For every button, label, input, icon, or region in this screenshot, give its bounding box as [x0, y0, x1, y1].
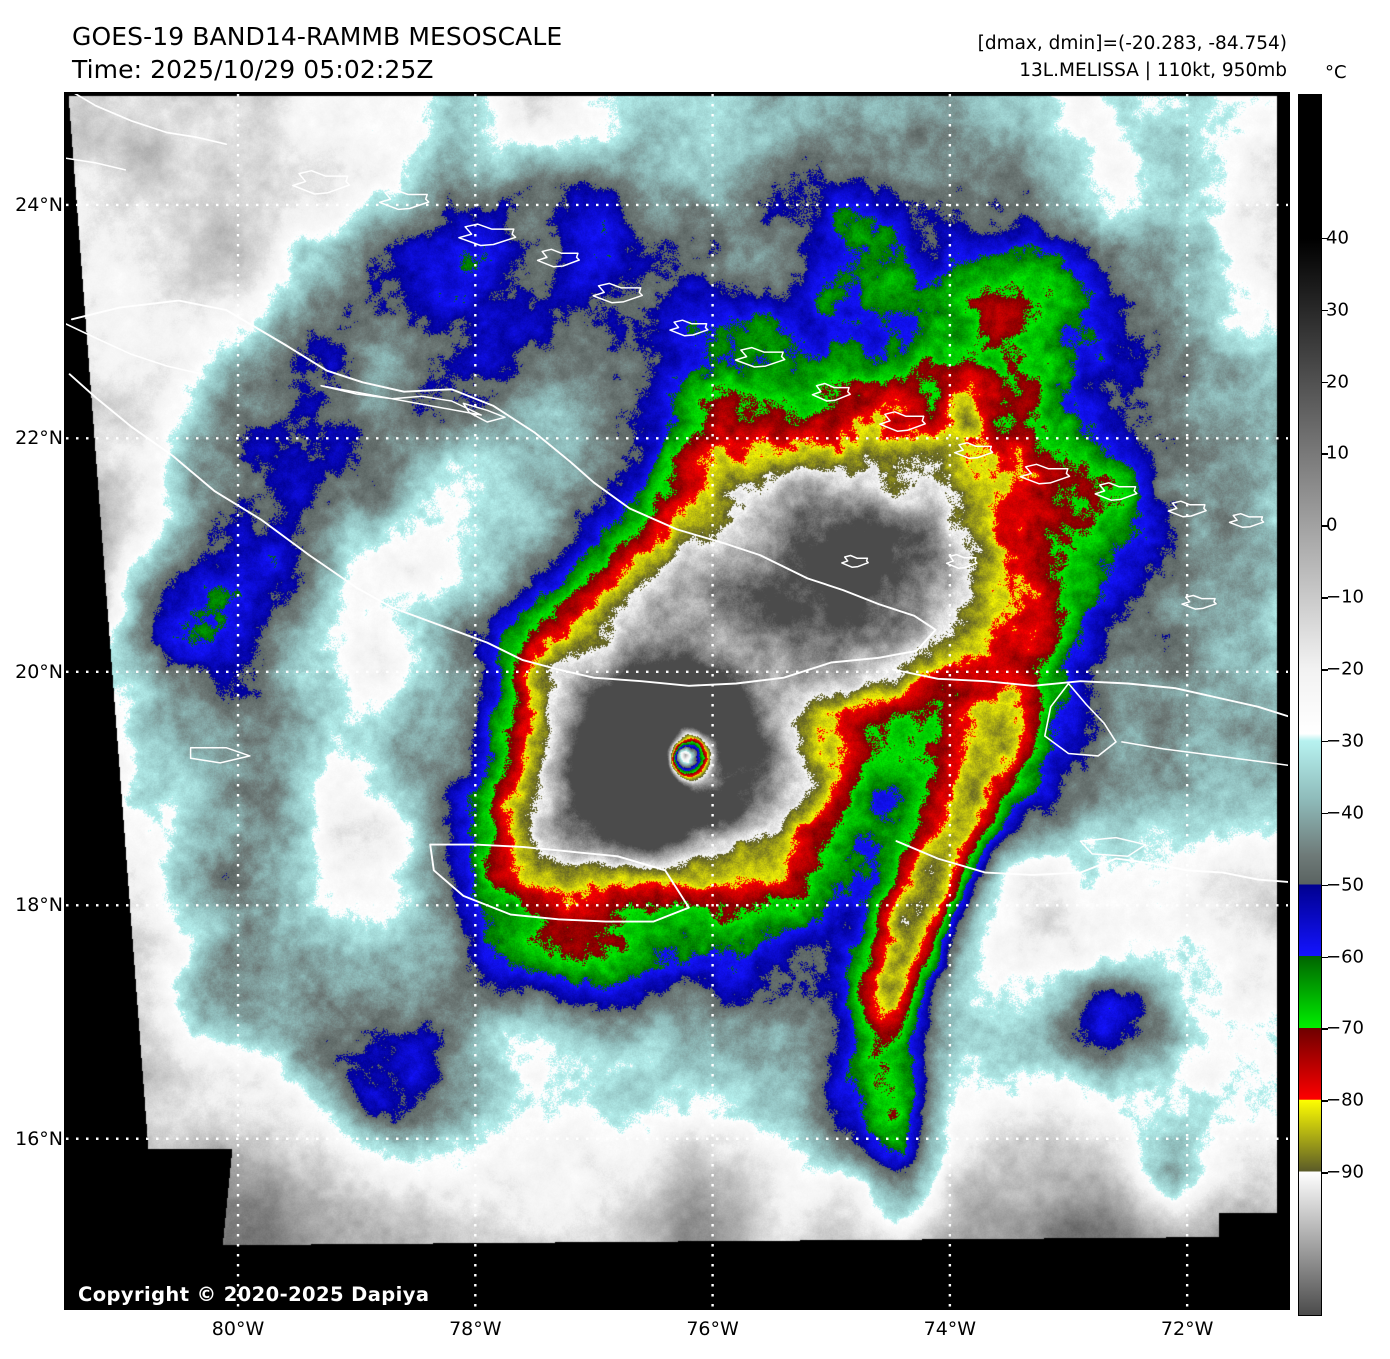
colorbar-tick-label-9: −50	[1326, 874, 1364, 896]
colorbar-tick-mark-11	[1322, 1028, 1328, 1030]
colorbar-tick-label-4: 0	[1326, 514, 1338, 536]
coastline-cay-15	[841, 554, 869, 568]
colorbar-tick-mark-10	[1322, 956, 1328, 959]
colorbar-tick-mark-8	[1322, 812, 1328, 815]
colorbar-unit-label: °C	[1325, 62, 1347, 83]
coastline-dr-interior	[1121, 741, 1288, 766]
lon-tick-label-4: 72°W	[1160, 1318, 1214, 1340]
coastline-cayman	[189, 746, 251, 764]
colorbar-tick-label-3: 10	[1326, 442, 1349, 464]
coastline-cay-0	[292, 169, 351, 195]
colorbar-tick-label-11: −70	[1326, 1017, 1364, 1039]
coastline-cuba	[68, 299, 937, 687]
coastline-cay-14	[945, 553, 978, 569]
coastline-cay-1	[462, 402, 506, 423]
coastline-cay-5	[669, 319, 709, 337]
coastline-cay-11	[1094, 482, 1138, 501]
coastline-cuba-keys	[320, 385, 482, 416]
coastline-cay-1	[378, 189, 430, 211]
title-line-2: Time: 2025/10/29 05:02:25Z	[72, 55, 434, 84]
coastline-jamaica	[429, 843, 690, 923]
coastline-haiti-bay	[1079, 836, 1147, 858]
coastline-cay-12	[1167, 500, 1207, 518]
coastline-haiti-gulf	[1044, 682, 1117, 757]
colorbar-tick-label-12: −80	[1326, 1089, 1364, 1111]
colorbar-tick-mark-13	[1322, 1172, 1328, 1174]
colorbar-tick-mark-5	[1322, 597, 1328, 599]
colorbar-tick-label-1: 30	[1326, 299, 1349, 321]
colorbar-tick-label-5: −10	[1326, 586, 1364, 608]
colorbar-tick-label-8: −40	[1326, 802, 1364, 824]
copyright-notice: Copyright © 2020-2025 Dapiya	[78, 1283, 430, 1306]
coastline-cay-13	[1228, 512, 1265, 529]
coastline-cay-9	[953, 442, 994, 460]
lat-tick-label-0: 24°N	[15, 193, 63, 216]
colorbar-tick-mark-1	[1322, 309, 1328, 312]
lat-tick-label-3: 18°N	[15, 894, 63, 917]
coastline-hispaniola-north	[891, 668, 1288, 718]
coastline-keys-west	[66, 157, 127, 171]
dmax-dmin-label: [dmax, dmin]=(-20.283, -84.754)	[977, 33, 1287, 54]
colorbar-tick-mark-9	[1322, 884, 1328, 887]
chart-title: GOES-19 BAND14-RAMMB MESOSCALE Time: 202…	[72, 20, 562, 86]
coastline-florida-keys	[74, 94, 228, 146]
colorbar-tick-mark-0	[1322, 237, 1328, 240]
colorbar-gradient	[1299, 95, 1321, 1315]
lat-tick-label-4: 16°N	[15, 1127, 63, 1150]
coastline-cay-2	[458, 223, 517, 247]
lat-tick-label-1: 22°N	[15, 427, 63, 450]
lon-tick-label-3: 74°W	[923, 1318, 977, 1340]
chart-metadata: [dmax, dmin]=(-20.283, -84.754) 13L.MELI…	[978, 30, 1287, 84]
coastline-cay-7	[811, 382, 851, 402]
coastline-cay-4	[592, 282, 644, 304]
coastline-hispaniola-south	[895, 840, 1288, 883]
coastline-cuba-north	[66, 323, 204, 375]
colorbar-tick-label-13: −90	[1326, 1161, 1364, 1183]
colorbar-tick-label-7: −30	[1326, 730, 1364, 752]
colorbar-tick-mark-2	[1322, 381, 1328, 384]
lon-tick-label-2: 76°W	[686, 1318, 739, 1340]
coastline-cay-6	[734, 346, 786, 368]
title-line-1: GOES-19 BAND14-RAMMB MESOSCALE	[72, 22, 563, 51]
lon-tick-label-0: 80°W	[211, 1318, 265, 1340]
coastline-cay-8	[879, 411, 926, 432]
colorbar-tick-mark-4	[1322, 525, 1328, 527]
storm-info-label: 13L.MELISSA | 110kt, 950mb	[1019, 60, 1287, 81]
satellite-image-plot	[66, 94, 1288, 1308]
colorbar-tick-label-10: −60	[1326, 946, 1364, 968]
colorbar-tick-label-6: −20	[1326, 658, 1364, 680]
map-overlay	[66, 94, 1288, 1308]
colorbar	[1298, 94, 1322, 1316]
lon-tick-label-1: 78°W	[449, 1318, 502, 1340]
colorbar-tick-mark-6	[1322, 669, 1328, 671]
lat-tick-label-2: 20°N	[15, 660, 63, 683]
colorbar-tick-label-0: 40	[1326, 227, 1349, 249]
coastline-cay-3	[536, 248, 580, 268]
colorbar-tick-mark-7	[1322, 740, 1328, 743]
colorbar-tick-label-2: 20	[1326, 371, 1349, 393]
colorbar-tick-mark-3	[1322, 453, 1328, 455]
coastline-cay-10	[1019, 463, 1071, 485]
coastline-cay-16	[1181, 594, 1217, 610]
colorbar-tick-mark-12	[1322, 1100, 1328, 1102]
